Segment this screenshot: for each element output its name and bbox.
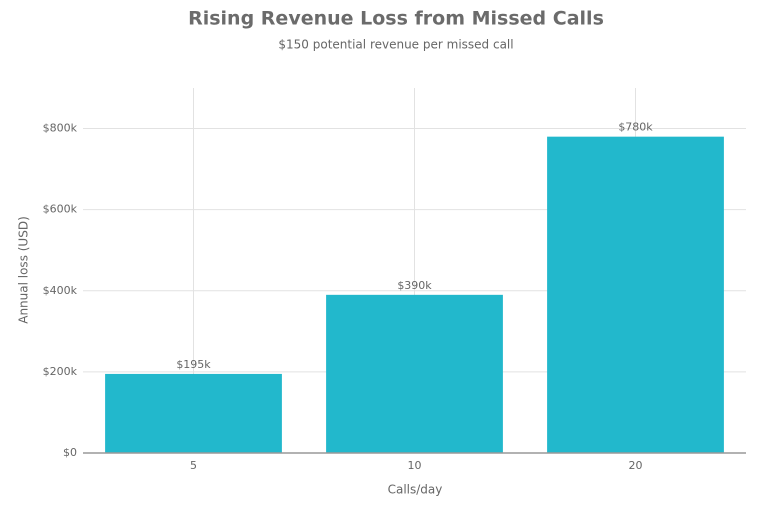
y-tick-label: $800k [43,122,78,135]
bar [326,294,503,453]
data-label: $780k [618,121,653,134]
y-tick-label: $0 [63,446,77,459]
bar [105,373,282,453]
y-axis-title: Annual loss (USD) [17,216,31,324]
x-tick-label: 20 [629,459,643,472]
y-tick-label: $600k [43,203,78,216]
x-tick-label: 5 [190,459,197,472]
chart-title: Rising Revenue Loss from Missed Calls [188,8,604,30]
x-tick-label: 10 [408,459,422,472]
data-label: $390k [397,279,432,292]
x-axis-title: Calls/day [388,483,443,497]
y-tick-label: $400k [43,284,78,297]
y-tick-label: $200k [43,365,78,378]
chart-subtitle: $150 potential revenue per missed call [278,38,513,52]
bar [547,136,724,453]
data-label: $195k [176,358,211,371]
